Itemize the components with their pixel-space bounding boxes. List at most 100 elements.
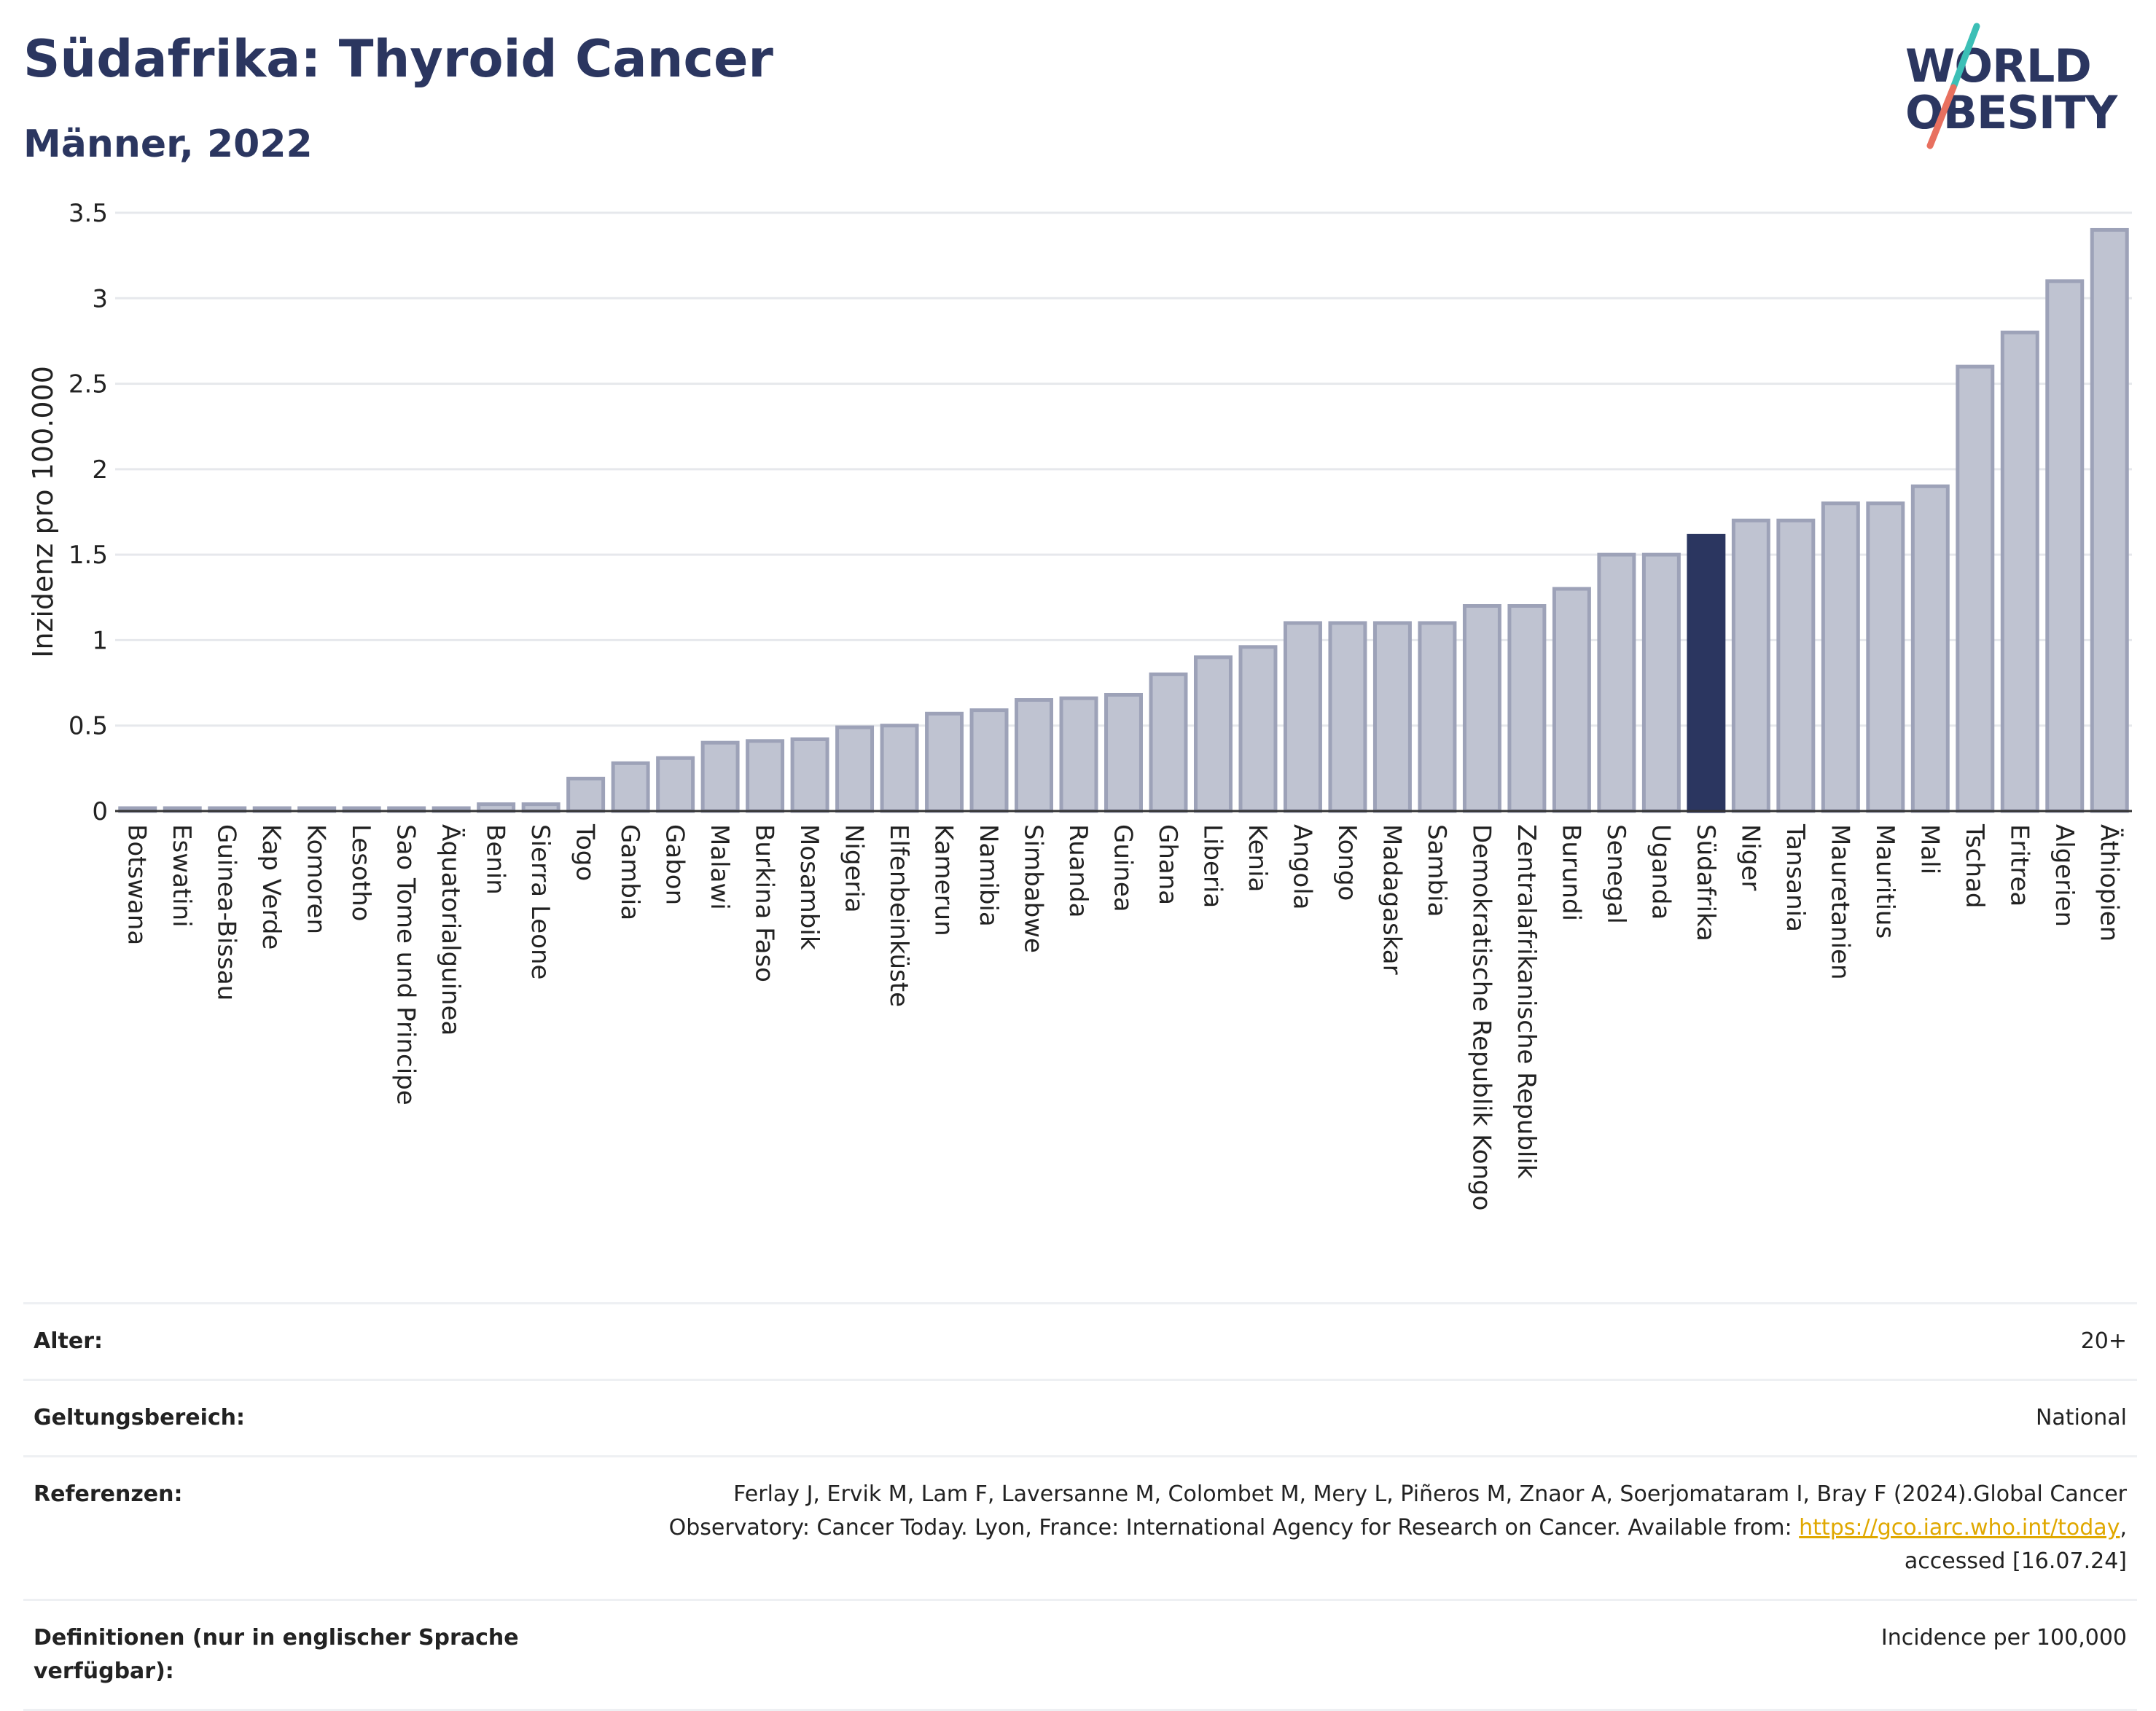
bar [1552,587,1591,813]
info-value-scope: National [2035,1405,2127,1430]
x-tick-label: Burkina Faso [750,824,779,982]
x-tick-label: Ghana [1153,824,1182,905]
chart-title: Südafrika: Thyroid Cancer [23,29,773,89]
bar [1149,672,1188,813]
x-tick-label: Lesotho [346,824,375,921]
x-tick-label: Liberia [1198,824,1227,908]
x-tick-label: Äquatorialguinea [436,824,465,1035]
bar [1641,552,1681,813]
x-tick-label: Komoren [302,824,331,934]
info-value-definitions: Incidence per 100,000 [1880,1625,2127,1651]
bar [746,739,785,813]
info-row-age: Alter: 20+ [23,1304,2137,1381]
x-tick-label: Kongo [1332,824,1362,901]
x-tick-label: Uganda [1646,824,1675,920]
bar [1910,484,1950,813]
bar [1283,621,1322,813]
bar [925,711,964,813]
logo-slash-icon [1926,23,1980,149]
bar [2090,227,2129,813]
bar [1015,698,1054,813]
bar [1956,364,1995,813]
x-tick-label: Elfenbeinküste [884,824,913,1007]
bar [880,724,919,813]
info-label-definitions: Definitionen (nur in englischer Sprache … [34,1625,519,1684]
x-tick-label: Kamerun [929,824,958,936]
x-tick-label: Kenia [1243,824,1272,892]
x-tick-label: Guinea-Bissau [212,824,241,1001]
x-tick-label: Ruanda [1063,824,1093,917]
y-tick-label: 3 [92,284,108,313]
bar [1238,645,1278,813]
y-tick-label: 1 [92,626,108,655]
reference-text: Ferlay J, Ervik M, Lam F, Laversanne M, … [668,1481,2127,1540]
x-tick-label: Tschad [1960,823,1989,909]
y-tick-label: 1.5 [69,541,108,570]
bar [1776,518,1816,813]
x-tick-label: Kap Verde [257,824,286,950]
bar-chart: 0 0.5 1 1.5 2 2.5 3 3.5 Inzidenz pro 100.000 Bots… [27,199,2132,1210]
bar [2000,330,2039,813]
x-tick-label: Togo [571,823,600,881]
info-label-age: Alter: [34,1328,103,1354]
x-tick-label: Tansania [1781,823,1810,932]
x-tick-label: Simbabwe [1019,824,1048,953]
x-tick-label: Zentralafrikanische Republik [1512,824,1541,1179]
x-tick-label: Madagaskar [1377,824,1406,975]
x-tick-label: Botswana [122,824,152,945]
bar [1731,518,1770,813]
chart-subtitle: Männer, 2022 [23,122,313,166]
bar [790,737,829,813]
bar [566,776,606,813]
x-tick-label: Nigeria [840,824,869,913]
bar [1059,696,1098,813]
x-tick-label: Eswatini [167,824,196,928]
reference-link[interactable]: https://gco.iarc.who.int/today [1799,1515,2120,1540]
bar [700,740,740,813]
x-tick-label: Malawi [705,824,734,910]
bar [656,756,695,813]
bar [1104,692,1143,813]
x-tick-label: Demokratische Republik Kongo [1466,824,1496,1210]
x-tick-label: Algerien [2050,824,2079,927]
bar [611,761,650,813]
x-tick-label: Niger [1735,824,1765,890]
x-tick-label: Gambia [615,824,644,920]
info-value-references: Ferlay J, Ervik M, Lam F, Laversanne M, … [596,1478,2127,1578]
y-tick-label: 2.5 [69,370,108,399]
bar [1372,621,1412,813]
y-axis-label: Inzidenz pro 100.000 [27,366,59,658]
x-tick-label: Gabon [660,824,690,905]
bar [969,708,1009,813]
info-row-definitions: Definitionen (nur in englischer Sprache … [23,1601,2137,1711]
x-tick-label: Mosambik [794,824,824,950]
x-tick-label: Eritrea [2004,824,2034,907]
bar [1866,501,1905,813]
bar [1597,552,1636,813]
x-tick-label: Südafrika [1691,824,1720,941]
bar [1821,501,1860,813]
bar [835,725,875,813]
bar [1507,604,1547,813]
x-tick-label: Mali [1915,824,1944,874]
bar [1328,621,1367,813]
bar [1687,533,1726,813]
x-tick-label: Äthiopien [2094,824,2123,941]
reference-accessed: , accessed [16.07.24] [1904,1515,2127,1574]
x-tick-label: Senegal [1601,824,1630,924]
x-tick-label: Sierra Leone [526,824,555,979]
world-obesity-logo: WORLD OBESITY [1895,20,2143,152]
x-tick-label: Sao Tome und Principe [391,824,421,1105]
bar [2045,279,2085,813]
x-tick-label: Mauritius [1870,824,1899,939]
x-tick-label: Benin [481,824,510,895]
info-label-scope: Geltungsbereich: [34,1405,246,1430]
x-tick-label: Guinea [1109,824,1138,912]
y-tick-label: 0 [92,797,108,826]
info-label-references: Referenzen: [34,1481,183,1507]
x-tick-label: Sambia [1422,824,1451,917]
x-tick-label: Angola [1287,824,1316,909]
y-tick-label: 0.5 [69,712,108,741]
y-tick-label: 2 [92,455,108,485]
y-tick-label: 3.5 [69,199,108,228]
